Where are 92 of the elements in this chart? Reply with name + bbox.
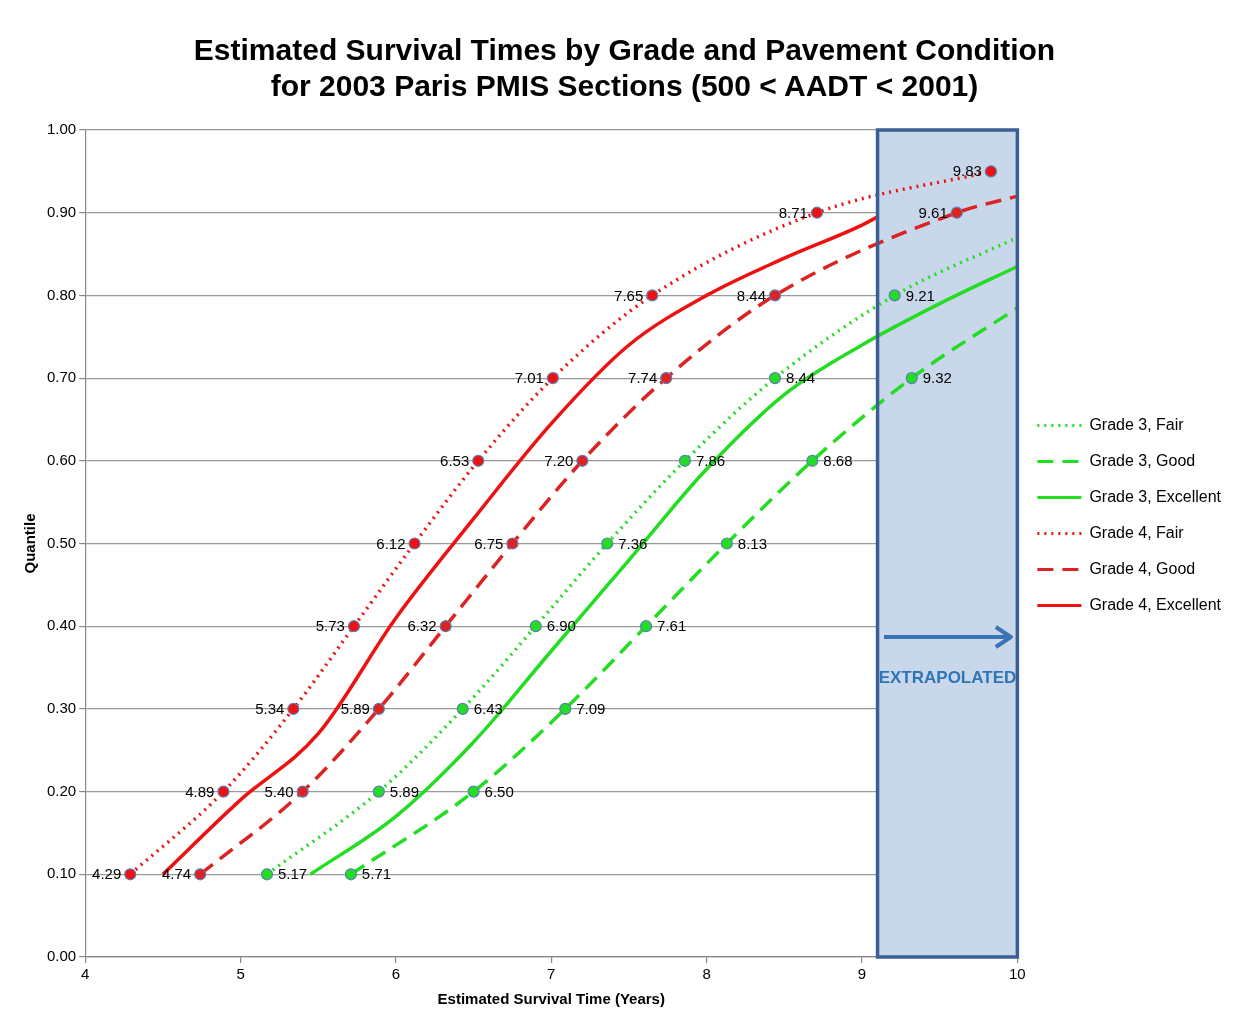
point [467,785,480,798]
band-label: EXTRAPOLATED [878,667,1017,687]
annotation: 6.75 [474,534,504,552]
annotation: 5.17 [277,865,308,883]
annotation: 4.29 [92,865,122,883]
annotation: 4.74 [161,865,192,883]
point [810,206,824,219]
y-tick-label: 0.70 [46,368,77,386]
point [646,289,659,302]
annotation: 6.50 [484,782,514,800]
annotation: 5.40 [264,782,294,800]
annotation: 6.32 [407,617,437,635]
point [296,785,309,798]
point [287,702,300,715]
annotation: 8.13 [737,534,768,552]
y-tick-label: 1.00 [46,120,77,138]
legend-label: Grade 3, Good [1089,451,1196,469]
y-tick-label: 0.90 [46,202,77,220]
point [888,289,901,302]
x-tick-label: 10 [1009,965,1026,983]
point [546,372,559,385]
point [260,868,274,881]
point [905,372,918,385]
legend-label: Grade 3, Fair [1089,415,1185,433]
x-tick-label: 5 [236,965,245,983]
y-tick-label: 0.30 [46,699,77,717]
point [217,785,230,798]
point [372,702,385,715]
point [439,620,452,633]
annotation: 7.09 [576,700,606,718]
legend-label: Grade 4, Excellent [1089,595,1222,613]
y-tick-label: 0.00 [46,947,77,965]
point [124,868,137,881]
legend-label: Grade 3, Excellent [1089,487,1222,505]
point [678,454,691,467]
annotation: 6.12 [376,534,406,552]
legend-label: Grade 4, Good [1089,559,1196,577]
x-tick-label: 9 [857,965,867,983]
annotation: 7.01 [514,369,544,387]
annotation: 8.71 [778,203,808,221]
point [372,785,385,798]
annotation: 5.89 [340,700,370,718]
point [529,620,542,633]
x-tick-label: 8 [702,965,711,983]
y-axis-title: Quantile [21,513,39,574]
point [720,537,733,550]
point [639,620,653,633]
legend-label: Grade 4, Fair [1089,523,1185,541]
point [408,537,421,550]
point [456,702,469,715]
point [347,620,361,633]
point [768,372,782,385]
annotation: 7.65 [614,286,644,304]
point [806,454,819,467]
chart-title: Estimated Survival Times by Grade and Pavement Condition for 2003 Paris PMIS Sections (500 < AADT < 2001) [193,33,1056,103]
y-tick-label: 0.40 [46,616,77,634]
annotation: 9.83 [952,162,982,180]
point [344,868,357,881]
point [576,454,589,467]
point [768,289,782,302]
x-tick-label: 7 [547,965,556,983]
annotation: 5.34 [255,700,285,718]
annotation: 8.68 [823,451,853,469]
y-tick-label: 0.60 [46,450,77,468]
y-tick-label: 0.20 [46,781,77,799]
annotation: 6.53 [440,451,470,469]
annotation: 6.43 [473,700,503,718]
point [660,372,673,385]
y-tick-label: 0.50 [46,533,77,551]
annotation: 7.74 [628,369,658,387]
annotation: 9.32 [922,369,952,387]
point [601,537,614,550]
y-tick-label: 0.80 [46,285,77,303]
annotation: 9.61 [918,203,948,221]
annotation: 5.71 [361,865,392,883]
x-tick-label: 6 [391,965,401,983]
point [472,454,485,467]
annotation: 7.61 [657,617,687,635]
point [506,537,519,550]
annotation: 8.44 [736,286,767,304]
point [559,702,572,715]
annotation: 5.89 [389,782,420,800]
point [950,206,963,219]
annotation: 7.20 [544,451,574,469]
x-axis-title: Estimated Survival Time (Years) [437,990,665,1008]
annotation: 4.89 [185,782,215,800]
point [194,868,207,881]
y-tick-label: 0.10 [46,864,77,882]
point [984,165,998,178]
annotation: 9.21 [905,286,935,304]
x-tick-label: 4 [81,965,90,983]
annotation: 5.73 [315,617,345,635]
